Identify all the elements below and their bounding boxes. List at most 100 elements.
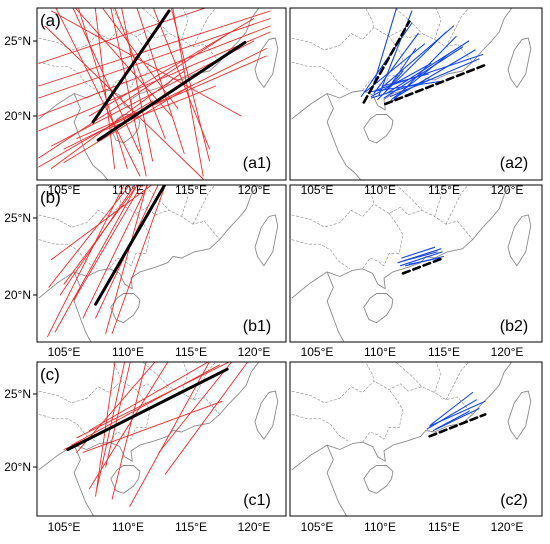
lon-label: 115°E: [175, 345, 207, 359]
panel-label-b1: (b1): [243, 318, 271, 335]
lon-label: 110°E: [364, 345, 396, 359]
province-border: [365, 185, 375, 205]
blue-track-line: [384, 70, 404, 93]
lon-label: 115°E: [428, 345, 460, 359]
red-track-line: [129, 362, 210, 507]
red-track-line: [96, 362, 126, 490]
province-border: [291, 414, 351, 443]
coastline-vietnam: [73, 444, 95, 516]
panel-a2: (a2): [289, 7, 543, 181]
mean-track-line: [96, 41, 247, 142]
taiwan-island: [507, 214, 532, 267]
province-border: [291, 61, 351, 91]
blue-track-line: [372, 8, 398, 89]
red-track-line: [71, 364, 221, 446]
row-a: (a) (a1) (a2) 25°N 20°N 105°E 110°E 115°…: [4, 7, 543, 197]
lon-label: 120°E: [238, 520, 271, 534]
blue-track-line: [402, 251, 438, 262]
lon-label: 105°E: [301, 345, 334, 359]
blue-track-line: [429, 400, 486, 427]
province-border: [434, 8, 442, 40]
blue-track-line: [370, 62, 432, 98]
lon-label: 110°E: [364, 183, 396, 197]
panel-c1: (c) (c1): [36, 361, 287, 517]
province-border: [142, 8, 170, 34]
province-border: [142, 185, 170, 211]
province-border: [291, 203, 473, 240]
red-track-line: [38, 10, 271, 87]
map-layer-b1: [38, 185, 279, 342]
province-border: [109, 213, 151, 269]
red-track-line: [101, 8, 179, 109]
province-border: [38, 239, 98, 270]
blue-track-line: [370, 79, 431, 99]
red-track-line: [172, 8, 204, 177]
red-track-line: [152, 8, 210, 150]
mean-track-line-dashed: [362, 20, 411, 104]
map-layer-c2: [291, 362, 532, 516]
red-track-line: [95, 362, 116, 497]
taiwan-island: [507, 390, 532, 440]
panel-frame-a2: [289, 7, 543, 181]
red-track-line: [50, 70, 185, 169]
red-track-line: [136, 8, 185, 154]
coastline: [291, 185, 512, 299]
province-border: [112, 8, 122, 28]
coastline-vietnam: [73, 271, 92, 342]
coastline-vietnam: [326, 444, 348, 516]
map-layer-b2: [291, 185, 532, 342]
lon-label: 115°E: [428, 520, 460, 534]
mean-track-line-dashed: [383, 63, 487, 106]
blue-track-line: [399, 251, 443, 267]
lon-label: 120°E: [491, 520, 524, 534]
panel-b1: (b) (b1): [36, 184, 287, 343]
red-track-line: [55, 8, 141, 177]
blue-track-line: [426, 399, 477, 430]
red-track-line: [111, 185, 166, 334]
province-border: [445, 185, 469, 225]
hainan-island: [110, 293, 141, 324]
row-b: (b) (b1) (b2) 25°N 20°N 105°E 110°E 115°…: [4, 184, 543, 359]
lat-axis-b: 25°N 20°N: [4, 211, 37, 302]
blue-track-line: [430, 391, 474, 426]
blue-track-line: [386, 40, 470, 95]
lat-label-20n: 20°N: [4, 109, 31, 123]
blue-track-line: [408, 257, 441, 265]
province-border: [395, 185, 423, 211]
blue-track-line: [391, 52, 451, 101]
lon-axis-b: 105°E 110°E 115°E 120°E 105°E 110°E 115°…: [48, 345, 524, 359]
red-track-line: [63, 185, 138, 285]
red-track-line: [121, 8, 154, 162]
mean-track-line: [91, 9, 171, 124]
mean-track-line: [66, 367, 229, 451]
lat-label-25n: 25°N: [4, 34, 31, 48]
red-track-line: [158, 362, 233, 453]
panel-frame-c2: [289, 361, 543, 517]
red-track-line: [78, 8, 128, 169]
coastline: [38, 362, 260, 471]
province-border: [112, 185, 122, 205]
red-track-line: [63, 85, 191, 163]
mean-track-line: [94, 185, 167, 306]
red-track-line: [88, 362, 169, 490]
province-border: [434, 185, 442, 217]
lon-label: 120°E: [238, 183, 271, 197]
lat-axis-c: 25°N 20°N: [4, 387, 37, 474]
panel-frame-a1: [36, 7, 287, 181]
row-label-c: (c): [40, 365, 60, 384]
map-layer-a1: [38, 8, 279, 180]
panel-frame-b2: [289, 184, 543, 343]
red-track-line: [72, 8, 141, 154]
province-border: [445, 8, 470, 48]
red-track-line: [88, 18, 255, 117]
panel-label-b2: (b2): [500, 318, 528, 335]
province-border: [362, 213, 404, 269]
red-track-line: [82, 400, 223, 453]
panel-a1: (a) (a1): [36, 7, 287, 181]
blue-track-line: [435, 410, 470, 430]
province-border: [291, 27, 473, 63]
red-track-line: [50, 185, 153, 261]
panel-frame-b1: [36, 184, 287, 343]
coastline: [38, 185, 259, 299]
mean-track-line-dashed: [401, 256, 445, 275]
